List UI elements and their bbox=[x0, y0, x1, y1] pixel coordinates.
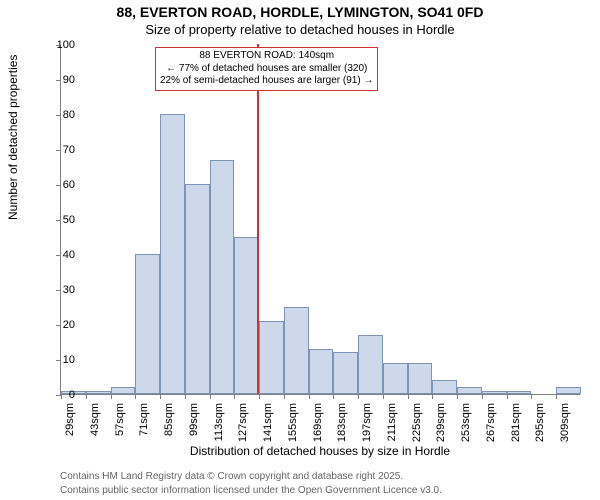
x-tick-label: 253sqm bbox=[460, 403, 472, 463]
histogram-bar bbox=[383, 363, 408, 395]
x-tick-mark bbox=[259, 394, 260, 399]
x-tick-mark bbox=[185, 394, 186, 399]
x-tick-mark bbox=[160, 394, 161, 399]
y-tick-label: 10 bbox=[45, 354, 75, 366]
x-tick-label: 225sqm bbox=[411, 403, 423, 463]
x-tick-label: 295sqm bbox=[534, 403, 546, 463]
marker-annotation: 88 EVERTON ROAD: 140sqm← 77% of detached… bbox=[155, 47, 378, 91]
x-tick-mark bbox=[358, 394, 359, 399]
x-tick-mark bbox=[482, 394, 483, 399]
y-tick-label: 20 bbox=[45, 319, 75, 331]
x-tick-label: 267sqm bbox=[485, 403, 497, 463]
histogram-bar bbox=[284, 307, 309, 395]
x-tick-label: 155sqm bbox=[287, 403, 299, 463]
plot-area bbox=[60, 45, 580, 395]
y-tick-label: 50 bbox=[45, 214, 75, 226]
x-tick-mark bbox=[284, 394, 285, 399]
histogram-bar bbox=[507, 391, 532, 395]
x-tick-mark bbox=[86, 394, 87, 399]
chart-title-main: 88, EVERTON ROAD, HORDLE, LYMINGTON, SO4… bbox=[0, 4, 600, 20]
x-tick-label: 29sqm bbox=[64, 403, 76, 463]
histogram-bar bbox=[111, 387, 136, 394]
histogram-bar bbox=[86, 391, 111, 395]
marker-line bbox=[257, 44, 259, 394]
x-tick-label: 239sqm bbox=[435, 403, 447, 463]
y-tick-label: 80 bbox=[45, 109, 75, 121]
x-tick-mark bbox=[383, 394, 384, 399]
y-tick-label: 70 bbox=[45, 144, 75, 156]
x-tick-mark bbox=[531, 394, 532, 399]
x-tick-mark bbox=[432, 394, 433, 399]
x-tick-mark bbox=[111, 394, 112, 399]
x-tick-mark bbox=[234, 394, 235, 399]
x-tick-label: 197sqm bbox=[361, 403, 373, 463]
chart-container: 88, EVERTON ROAD, HORDLE, LYMINGTON, SO4… bbox=[0, 0, 600, 500]
x-tick-mark bbox=[309, 394, 310, 399]
y-tick-label: 0 bbox=[45, 389, 75, 401]
x-tick-label: 71sqm bbox=[138, 403, 150, 463]
x-tick-label: 99sqm bbox=[188, 403, 200, 463]
x-tick-label: 309sqm bbox=[559, 403, 571, 463]
footer-copyright: Contains HM Land Registry data © Crown c… bbox=[60, 471, 403, 482]
x-tick-mark bbox=[333, 394, 334, 399]
y-tick-label: 90 bbox=[45, 74, 75, 86]
x-tick-label: 281sqm bbox=[510, 403, 522, 463]
x-tick-mark bbox=[507, 394, 508, 399]
histogram-bar bbox=[135, 254, 160, 394]
x-tick-label: 183sqm bbox=[336, 403, 348, 463]
histogram-bar bbox=[160, 114, 185, 394]
histogram-bar bbox=[333, 352, 358, 394]
histogram-bar bbox=[556, 387, 581, 394]
y-axis-label: Number of detached properties bbox=[6, 55, 20, 220]
x-tick-label: 85sqm bbox=[163, 403, 175, 463]
histogram-bar bbox=[482, 391, 507, 395]
y-tick-label: 60 bbox=[45, 179, 75, 191]
x-tick-label: 169sqm bbox=[312, 403, 324, 463]
histogram-bar bbox=[210, 160, 235, 395]
y-tick-label: 30 bbox=[45, 284, 75, 296]
y-tick-label: 40 bbox=[45, 249, 75, 261]
x-tick-mark bbox=[457, 394, 458, 399]
histogram-bar bbox=[358, 335, 383, 395]
x-tick-label: 211sqm bbox=[386, 403, 398, 463]
chart-title-sub: Size of property relative to detached ho… bbox=[0, 22, 600, 37]
x-tick-label: 113sqm bbox=[213, 403, 225, 463]
histogram-bar bbox=[408, 363, 433, 395]
histogram-bar bbox=[432, 380, 457, 394]
annotation-line: 88 EVERTON ROAD: 140sqm bbox=[160, 50, 373, 63]
x-tick-mark bbox=[135, 394, 136, 399]
footer-licence: Contains public sector information licen… bbox=[60, 485, 442, 496]
histogram-bar bbox=[185, 184, 210, 394]
x-tick-mark bbox=[556, 394, 557, 399]
y-tick-label: 100 bbox=[45, 39, 75, 51]
x-tick-label: 43sqm bbox=[89, 403, 101, 463]
x-tick-label: 127sqm bbox=[237, 403, 249, 463]
annotation-line: ← 77% of detached houses are smaller (32… bbox=[160, 63, 373, 76]
histogram-bar bbox=[457, 387, 482, 394]
histogram-bar bbox=[259, 321, 284, 395]
x-tick-mark bbox=[210, 394, 211, 399]
x-tick-mark bbox=[408, 394, 409, 399]
x-tick-label: 57sqm bbox=[114, 403, 126, 463]
annotation-line: 22% of semi-detached houses are larger (… bbox=[160, 75, 373, 88]
histogram-bar bbox=[309, 349, 334, 395]
histogram-bar bbox=[234, 237, 259, 395]
x-tick-label: 141sqm bbox=[262, 403, 274, 463]
